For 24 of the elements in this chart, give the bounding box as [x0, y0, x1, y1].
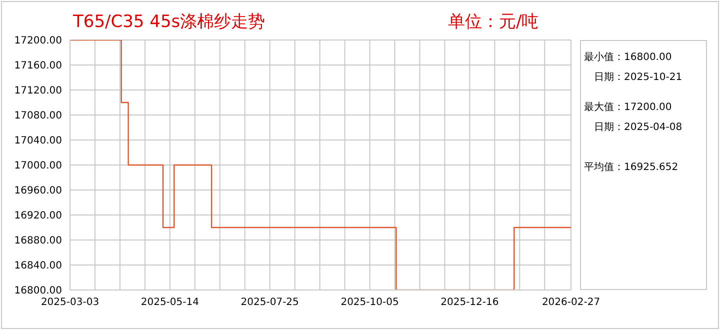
- y-tick-label: 16800.00: [14, 286, 62, 297]
- x-tick-label: 2025-07-25: [240, 297, 299, 308]
- x-tick-label: 2025-05-14: [140, 297, 199, 308]
- x-tick-label: 2025-10-05: [340, 297, 399, 308]
- x-tick-label: 2025-03-03: [40, 297, 100, 308]
- text: 日期：2025-10-21: [594, 70, 684, 85]
- text: 最小值：16800.00: [584, 50, 673, 65]
- text: 日期：2025-04-08: [594, 120, 684, 135]
- y-tick-label: 16960.00: [14, 186, 62, 197]
- chart-subtitle: 单位：元/吨: [448, 11, 539, 33]
- y-tick-label: 17200.00: [14, 36, 62, 47]
- chart-title: T65/C35 45s涤棉纱走势: [73, 11, 266, 33]
- y-tick-label: 16920.00: [14, 210, 62, 222]
- y-tick-label: 17160.00: [14, 60, 62, 72]
- y-tick-label: 16880.00: [14, 236, 62, 247]
- y-tick-label: 16840.00: [14, 260, 62, 272]
- text: 最大值：17200.00: [584, 100, 673, 115]
- y-tick-label: 17120.00: [14, 86, 62, 97]
- y-tick-label: 17040.00: [14, 136, 62, 147]
- y-tick-label: 17000.00: [14, 160, 62, 172]
- text: 平均值：16925.652: [584, 161, 680, 175]
- x-tick-label: 2025-12-16: [440, 297, 499, 308]
- x-tick-label: 2026-02-27: [542, 297, 600, 308]
- y-tick-label: 17080.00: [14, 110, 62, 122]
